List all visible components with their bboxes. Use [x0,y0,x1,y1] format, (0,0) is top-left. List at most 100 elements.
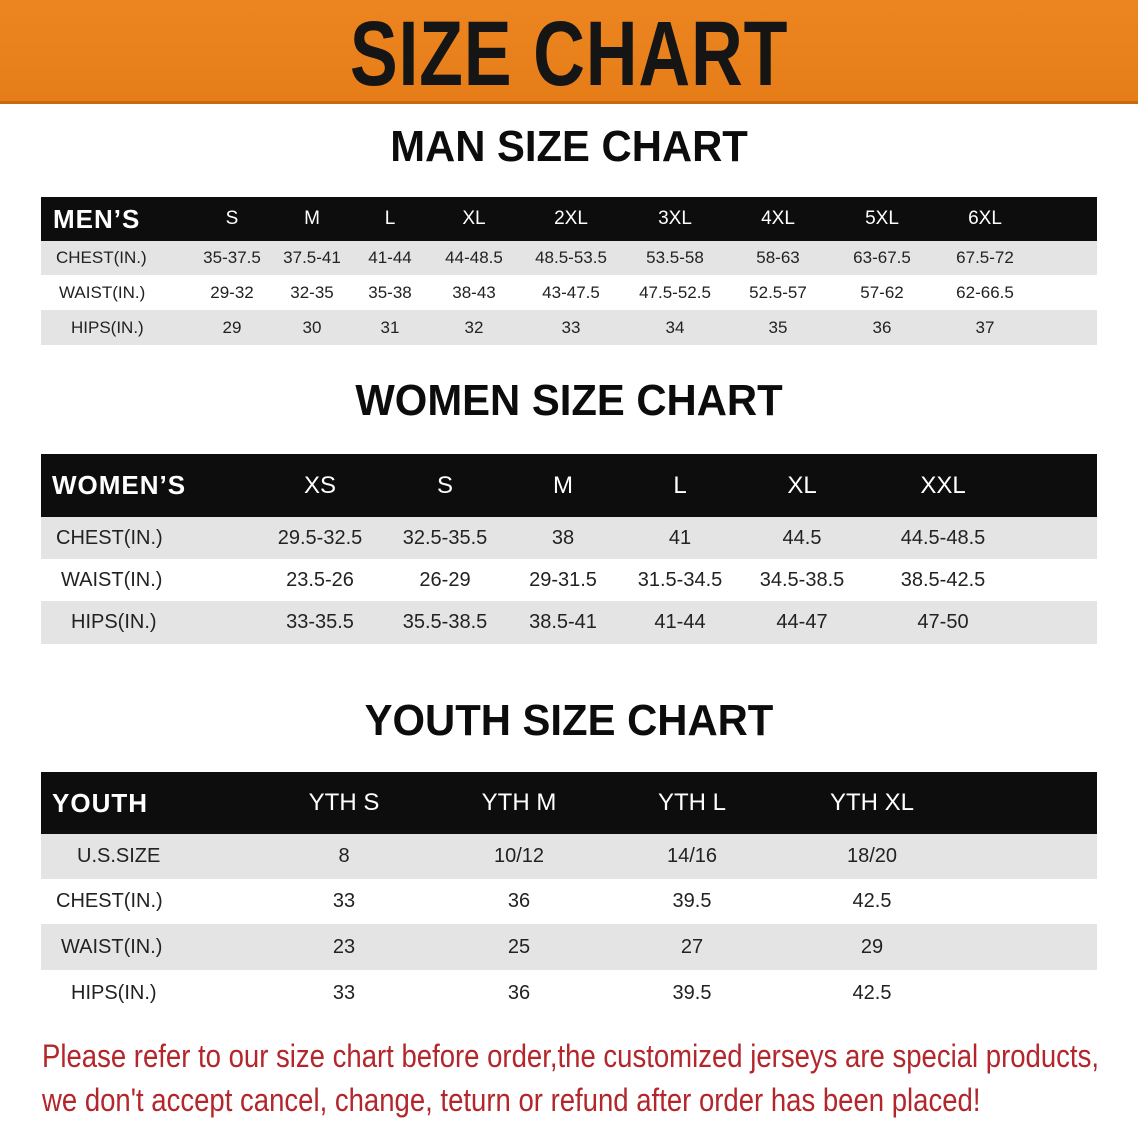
table-cell: 58-63 [756,248,800,267]
table-cell: 41-44 [654,611,706,633]
table-cell: 35 [768,317,788,337]
women-size-table: WOMEN’S XS S M L XL XXL CHEST(IN.) 29.5-32.5 32.5… [41,454,1097,644]
table-cell: 41-44 [368,248,412,267]
size-header: L [384,208,396,229]
table-cell: 34 [665,317,685,337]
size-header: YTH L [657,789,727,816]
row-label: WAIST(IN.) [61,568,163,591]
row-label: HIPS(IN.) [71,981,157,1004]
row-label: CHEST(IN.) [56,526,163,549]
table-cell: 30 [302,317,322,337]
table-cell: 33 [561,317,581,337]
table-cell: 63-67.5 [853,248,911,267]
table-cell: 33 [332,981,356,1004]
table-cell: 41 [668,526,692,549]
size-header: XL [462,208,486,229]
size-header: M [304,208,320,229]
table-cell: 23.5-26 [286,568,354,591]
table-cell: 36 [507,890,531,912]
table-cell: 42.5 [852,981,892,1004]
size-header: YTH S [308,789,380,816]
table-cell: 32-35 [290,282,334,302]
size-header: 5XL [865,208,899,229]
table-cell: 57-62 [860,282,904,302]
table-row: HIPS(IN.) 29 30 31 32 33 34 35 36 37 [41,310,1097,345]
table-cell: 27 [680,935,704,958]
table-cell: 38-43 [452,282,496,302]
size-header: L [673,471,687,499]
table-row: HIPS(IN.) 33-35.5 35.5-38.5 38.5-41 41-44 44-… [41,601,1097,644]
table-row: WAIST(IN.) 29-32 32-35 35-38 38-43 43-47.5 47.… [41,275,1097,310]
table-cell: 44.5 [782,526,822,549]
table-cell: 47.5-52.5 [639,282,711,302]
table-cell: 36 [507,981,531,1004]
table-cell: 33-35.5 [286,611,354,633]
size-header: 6XL [968,208,1002,229]
table-row: CHEST(IN.) 35-37.5 37.5-41 41-44 44-48.5 48.5… [41,241,1097,275]
note-line-2: we don't accept cancel, change, teturn o… [42,1082,981,1118]
men-title: MAN SIZE CHART [390,122,748,171]
table-row: U.S.SIZE 8 10/12 14/16 18/20 [41,834,1097,879]
table-cell: 35-38 [368,282,412,302]
table-cell: 25 [507,935,531,958]
table-cell: 31 [380,317,400,337]
table-row: CHEST(IN.) 33 36 39.5 42.5 [41,879,1097,924]
table-cell: 35-37.5 [203,248,261,267]
table-header: YOUTH YTH S YTH M YTH L YTH XL [41,772,1097,834]
table-header: MEN’S S M L XL 2XL 3XL 4XL 5XL 6XL [41,197,1097,241]
row-label: U.S.SIZE [77,845,161,867]
table-cell: 38.5-42.5 [900,568,986,591]
women-title: WOMEN SIZE CHART [355,376,783,425]
row-label: CHEST(IN.) [56,890,163,912]
table-cell: 44-48.5 [445,248,503,267]
table-cell: 37 [975,317,995,337]
note-line-1: Please refer to our size chart before or… [42,1038,1099,1074]
header-label: WOMEN’S [52,470,187,500]
table-cell: 48.5-53.5 [535,248,607,267]
youth-title: YOUTH SIZE CHART [364,696,774,745]
table-cell: 38.5-41 [529,611,597,633]
row-label: WAIST(IN.) [59,282,146,302]
table-cell: 29-31.5 [529,568,597,591]
table-cell: 38 [551,526,575,549]
table-cell: 39.5 [672,981,712,1004]
size-header: S [225,208,239,229]
table-cell: 47-50 [917,611,969,633]
table-cell: 29-32 [210,282,254,302]
table-cell: 37.5-41 [283,248,341,267]
table-cell: 10/12 [493,845,545,867]
size-header: XS [303,471,337,499]
size-header: YTH XL [829,789,915,816]
size-header: S [436,471,454,499]
table-cell: 8 [338,845,350,867]
table-row: WAIST(IN.) 23 25 27 29 [41,924,1097,970]
row-label: CHEST(IN.) [56,248,147,267]
table-cell: 52.5-57 [749,282,807,302]
banner-title: SIZE CHART [349,3,789,105]
banner: SIZE CHART [0,0,1138,105]
header-label: MEN’S [53,203,141,234]
table-cell: 32 [464,317,484,337]
table-cell: 67.5-72 [956,248,1014,267]
size-header: YTH M [481,789,557,816]
table-cell: 29 [860,935,884,958]
table-cell: 62-66.5 [956,282,1014,302]
youth-size-table: YOUTH YTH S YTH M YTH L YTH XL U.S.SIZE 8 10/12… [41,772,1097,1016]
table-cell: 43-47.5 [542,282,600,302]
table-cell: 29 [222,317,242,337]
table-cell: 35.5-38.5 [402,611,488,633]
size-header: M [553,471,573,499]
table-cell: 31.5-34.5 [637,568,723,591]
table-row: HIPS(IN.) 33 36 39.5 42.5 [41,970,1097,1016]
table-cell: 18/20 [846,845,898,867]
header-label: YOUTH [52,787,148,818]
table-row: WAIST(IN.) 23.5-26 26-29 29-31.5 31.5-34.5 34… [41,559,1097,601]
table-cell: 32.5-35.5 [402,526,488,549]
table-cell: 44-47 [776,611,828,633]
men-size-table: MEN’S S M L XL 2XL 3XL 4XL 5XL 6XL CHEST(IN.) 35-37… [41,197,1097,346]
table-cell: 42.5 [852,890,892,912]
size-header: XXL [920,471,966,499]
table-cell: 34.5-38.5 [759,568,845,591]
table-cell: 23 [332,935,356,958]
table-cell: 33 [332,890,356,912]
